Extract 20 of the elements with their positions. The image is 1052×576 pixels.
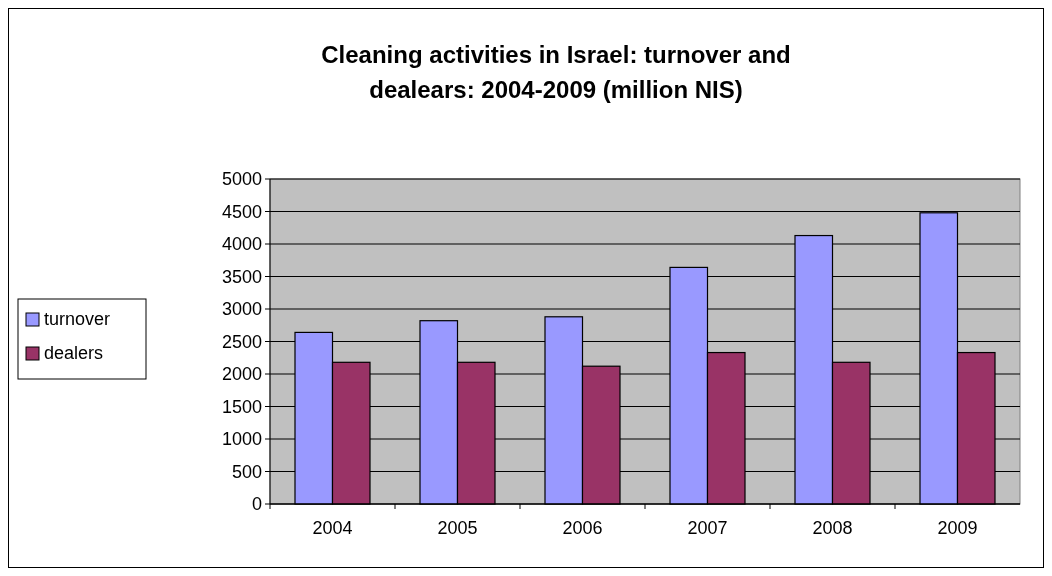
x-tick-label: 2008 (812, 518, 853, 538)
legend-label: turnover (44, 309, 111, 330)
x-tick-label: 2004 (312, 518, 353, 538)
x-tick-label: 2009 (937, 518, 978, 538)
x-tick-label: 2007 (687, 518, 728, 538)
chart-title: Cleaning activities in Israel: turnover and dealears: 2004-2009 (million NIS) (321, 41, 791, 103)
y-tick-label: 1000 (221, 429, 262, 450)
legend-label: dealers (44, 343, 104, 364)
y-tick-label: 2000 (221, 364, 262, 385)
y-tick-label: 4500 (221, 201, 262, 222)
y-tick-label: 4000 (221, 234, 262, 255)
x-tick-label: 2005 (437, 518, 478, 538)
y-tick-label: 0 (251, 494, 262, 515)
y-tick-label: 1500 (221, 396, 262, 417)
y-tick-label: 3000 (221, 299, 262, 320)
y-tick-label: 2500 (221, 331, 262, 352)
y-tick-label: 500 (231, 461, 262, 482)
y-tick-label: 3500 (221, 266, 262, 287)
y-tick-label: 5000 (221, 169, 262, 190)
x-tick-label: 2006 (562, 518, 603, 538)
